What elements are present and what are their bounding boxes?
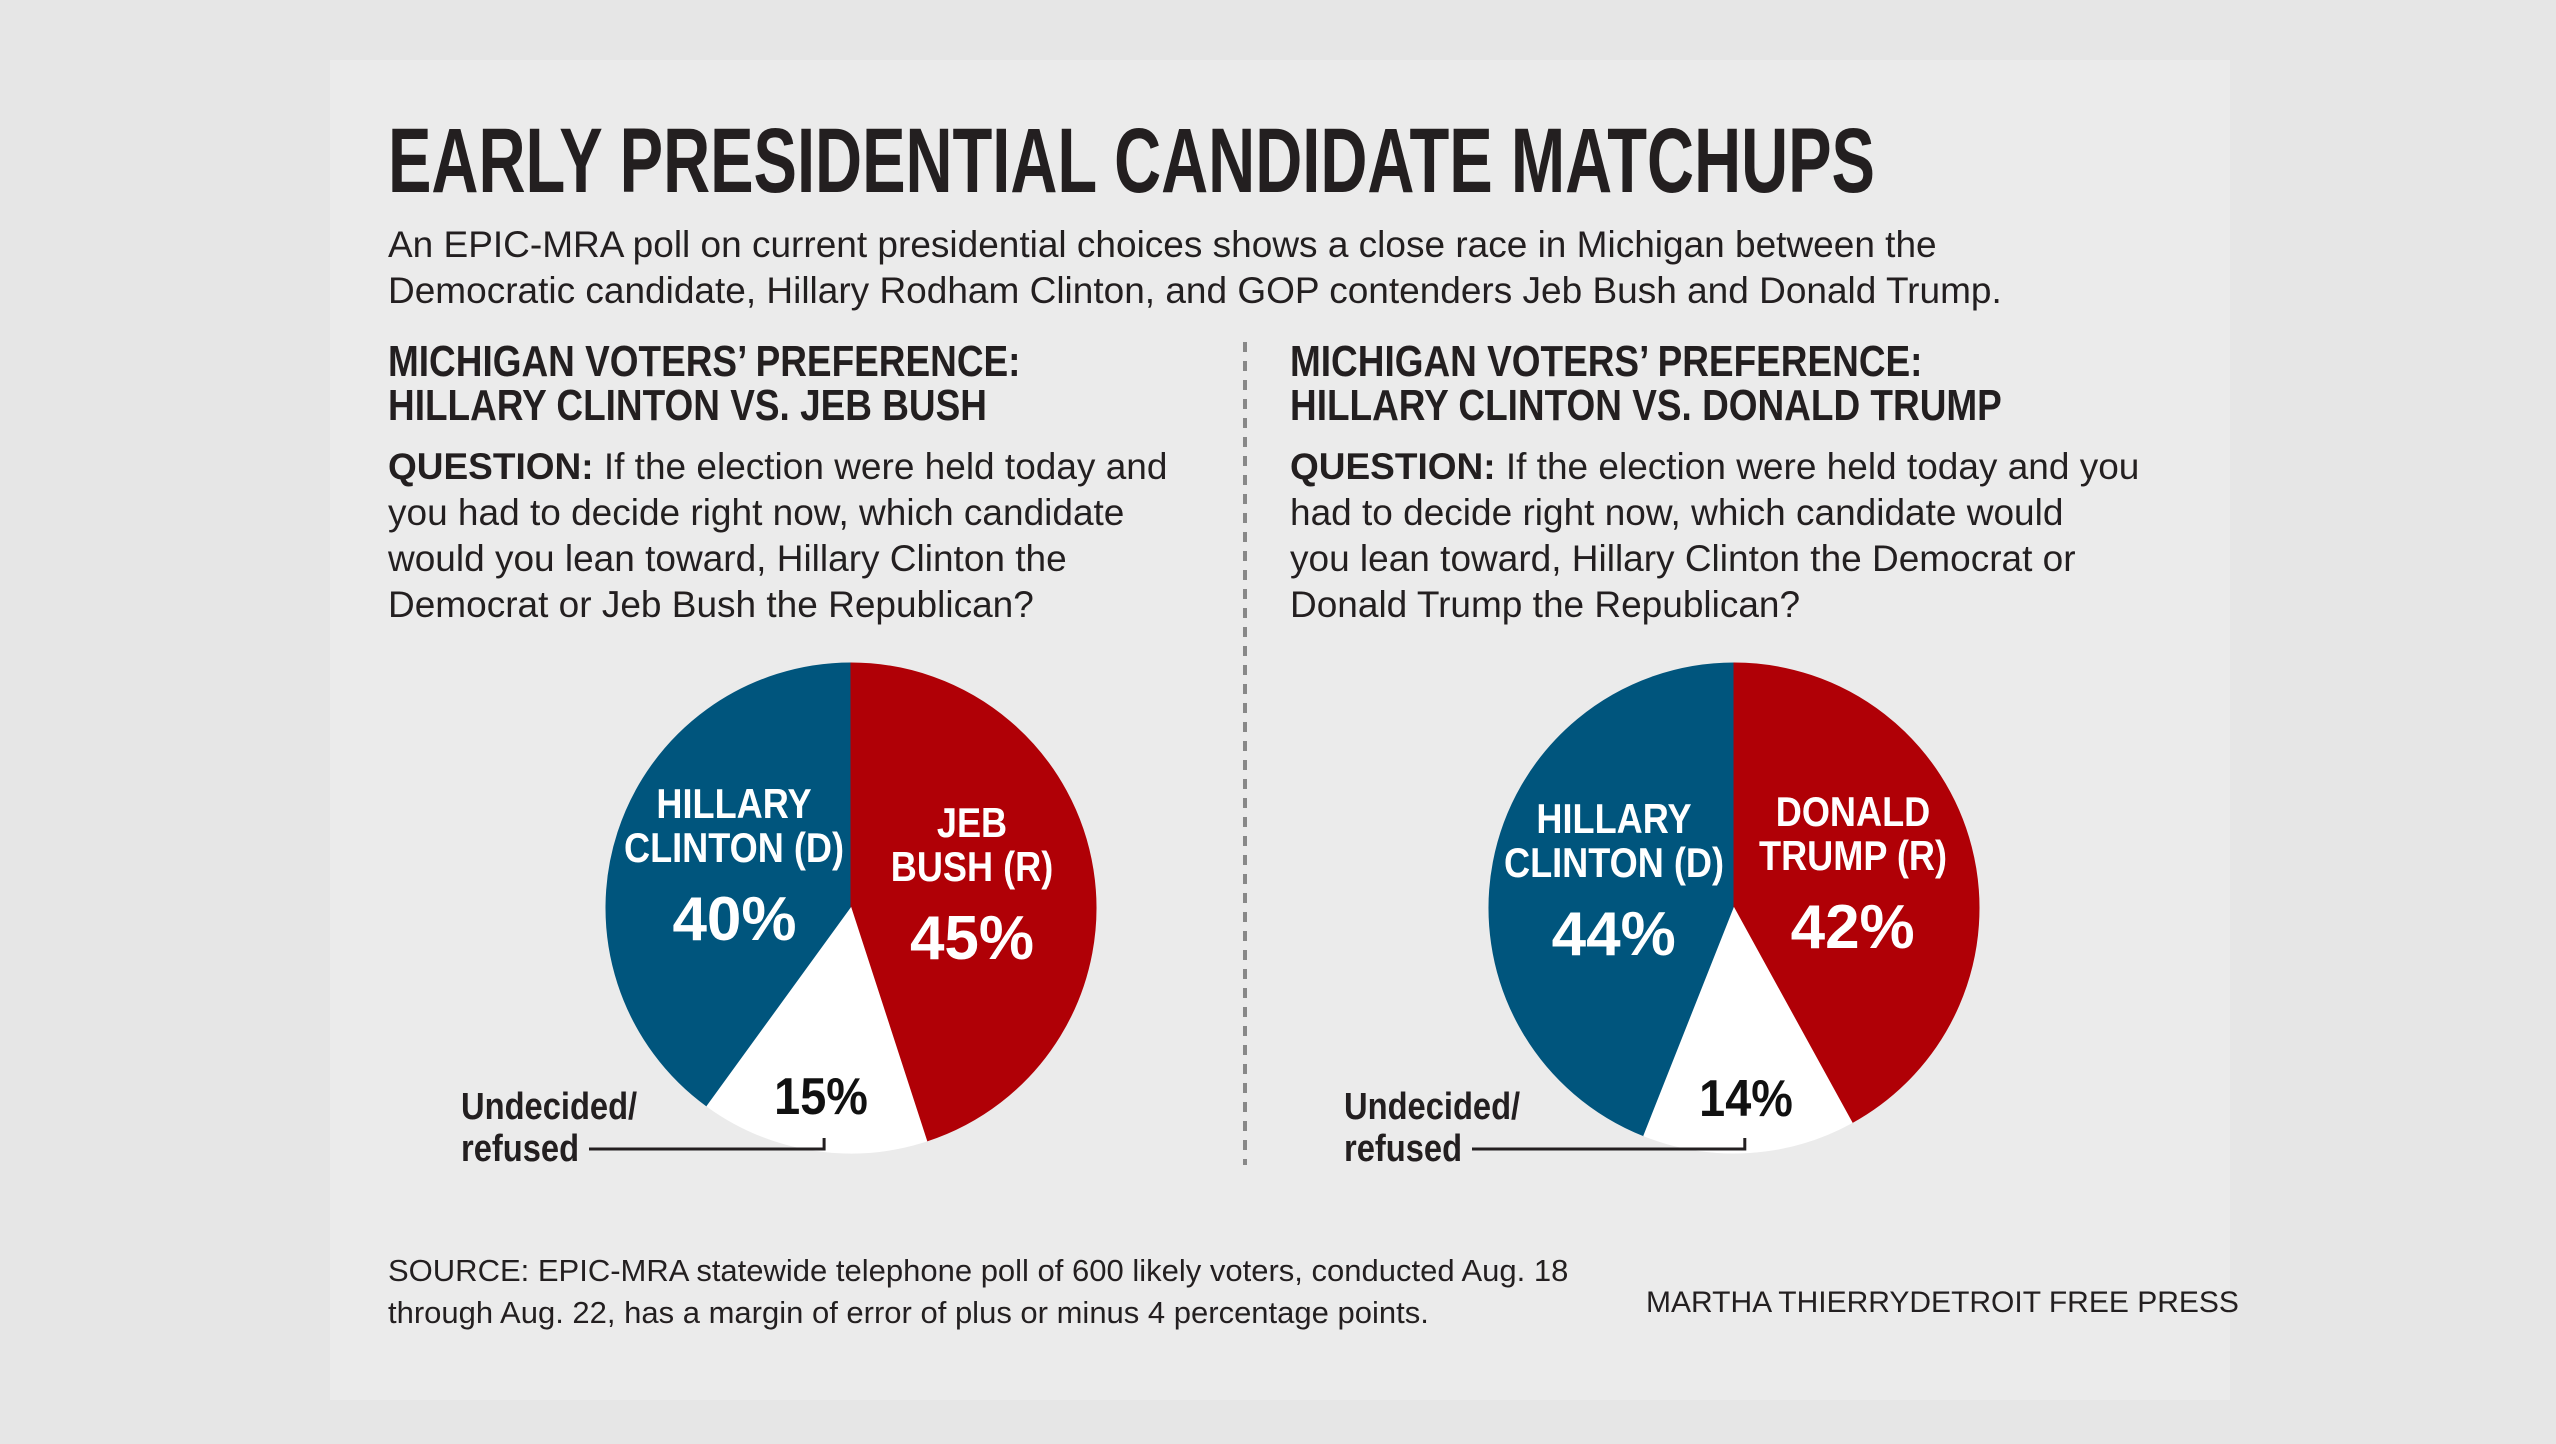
question-text: If the election were held today and you … (1290, 446, 2140, 625)
subtitle: An EPIC-MRA poll on current presidential… (388, 224, 2002, 311)
question-text: If the election were held today and you … (388, 446, 1168, 625)
question: QUESTION: If the election were held toda… (1290, 444, 2190, 628)
pie-slice (1733, 662, 1980, 1124)
value-label: 40% (672, 885, 797, 955)
leader-line (1472, 1138, 1747, 1151)
value-label: 15% (774, 1067, 868, 1126)
slice-label: HILLARY CLINTON (D) (1503, 795, 1724, 887)
pie-slice (850, 662, 1097, 1142)
slice-label: JEB BUSH (R) (890, 798, 1054, 890)
pie-slice (1488, 662, 1735, 1137)
panel (330, 60, 2230, 1400)
outside-label: Undecided/ refused (461, 1086, 638, 1170)
question-label: QUESTION: (1290, 446, 1496, 487)
chart-title: MICHIGAN VOTERS’ PREFERENCE: HILLARY CLI… (388, 337, 1021, 430)
pie-slice (605, 662, 852, 1107)
value-label: 42% (1790, 892, 1915, 962)
question: QUESTION: If the election were held toda… (388, 444, 1288, 628)
value-label: 45% (909, 903, 1035, 973)
value-label: 14% (1699, 1069, 1793, 1128)
pie-slice (1643, 906, 1853, 1154)
credit: MARTHA THIERRYDETROIT FREE PRESS (1646, 1286, 2239, 1319)
page-title: EARLY PRESIDENTIAL CANDIDATE MATCHUPS (388, 110, 1875, 212)
slice-label: DONALD TRUMP (R) (1758, 787, 1947, 879)
value-label: 44% (1551, 900, 1676, 970)
source: SOURCE: EPIC-MRA statewide telephone pol… (388, 1253, 1569, 1330)
outside-label: Undecided/ refused (1344, 1086, 1521, 1170)
chart-title: MICHIGAN VOTERS’ PREFERENCE: HILLARY CLI… (1290, 337, 2002, 430)
slice-label: HILLARY CLINTON (D) (624, 780, 845, 872)
leader-line (589, 1138, 826, 1151)
question-label: QUESTION: (388, 446, 594, 487)
